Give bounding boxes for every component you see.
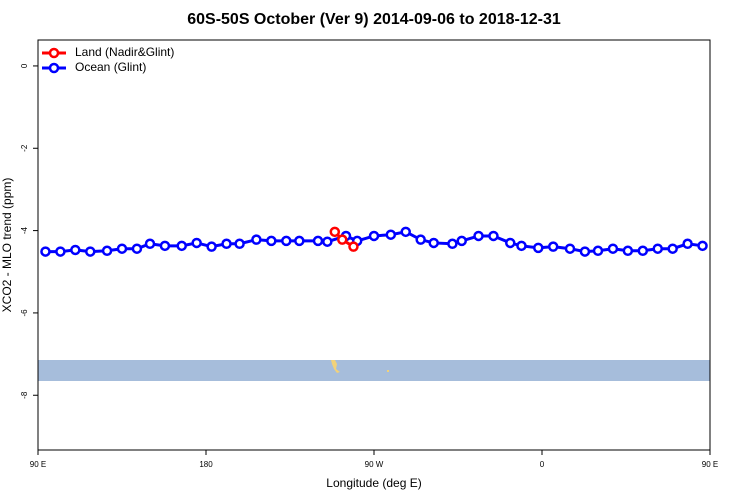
data-point: [337, 234, 348, 245]
data-point: [400, 226, 411, 238]
x-tick-label: 90 E: [30, 460, 46, 469]
y-tick-label: 0: [20, 63, 29, 68]
y-tick-label: -2: [20, 144, 29, 152]
data-point: [176, 240, 187, 252]
data-point: [682, 238, 693, 250]
x-tick-label: 0: [540, 460, 545, 469]
data-point: [85, 246, 96, 257]
data-point: [116, 243, 128, 254]
legend-label: Land (Nadir&Glint): [75, 45, 174, 59]
legend-label: Ocean (Glint): [75, 60, 146, 74]
data-point: [564, 243, 576, 254]
data-point: [488, 230, 499, 242]
data-point: [144, 238, 156, 250]
data-point: [131, 243, 143, 254]
legend-marker: [48, 47, 60, 59]
data-point: [221, 238, 232, 250]
data-point: [348, 241, 359, 252]
data-point: [191, 237, 202, 249]
y-tick-label: -8: [20, 391, 29, 399]
data-point: [234, 238, 245, 250]
data-point: [547, 241, 559, 252]
data-point: [592, 245, 604, 257]
y-axis-label: XCO2 - MLO trend (ppm): [0, 178, 14, 313]
data-point: [533, 242, 544, 254]
x-tick-label: 180: [199, 460, 213, 469]
data-point: [251, 234, 262, 245]
data-point: [622, 245, 634, 257]
legend-marker: [48, 62, 60, 74]
data-point: [368, 230, 380, 242]
data-point: [266, 235, 277, 247]
data-point: [447, 238, 458, 250]
data-point: [312, 235, 324, 247]
data-point: [428, 237, 439, 249]
map-strip: [38, 360, 710, 381]
land-shape: [387, 370, 389, 372]
data-point: [70, 244, 81, 256]
x-tick-label: 90 E: [702, 460, 718, 469]
data-point: [456, 235, 467, 247]
x-axis-label: Longitude (deg E): [326, 476, 421, 490]
chart-title: 60S-50S October (Ver 9) 2014-09-06 to 20…: [187, 11, 561, 28]
data-point: [101, 245, 113, 257]
x-tick-label: 90 W: [365, 460, 384, 469]
data-point: [667, 243, 678, 254]
data-point: [385, 229, 397, 240]
data-point: [281, 235, 292, 247]
data-point: [55, 246, 66, 257]
data-point: [652, 243, 663, 254]
y-tick-label: -6: [20, 309, 29, 317]
data-point: [206, 241, 217, 252]
data-point: [607, 243, 619, 254]
data-point: [697, 240, 708, 252]
data-point: [473, 230, 484, 242]
data-point: [294, 235, 305, 247]
data-point: [329, 226, 341, 238]
land-shape: [331, 360, 340, 373]
data-point: [159, 240, 171, 252]
y-tick-label: -4: [20, 226, 29, 234]
data-point: [637, 245, 649, 257]
data-point: [579, 246, 591, 257]
data-point: [40, 246, 51, 257]
data-point: [322, 236, 333, 247]
data-point: [415, 234, 426, 245]
data-point: [516, 240, 527, 252]
data-point: [505, 237, 516, 249]
